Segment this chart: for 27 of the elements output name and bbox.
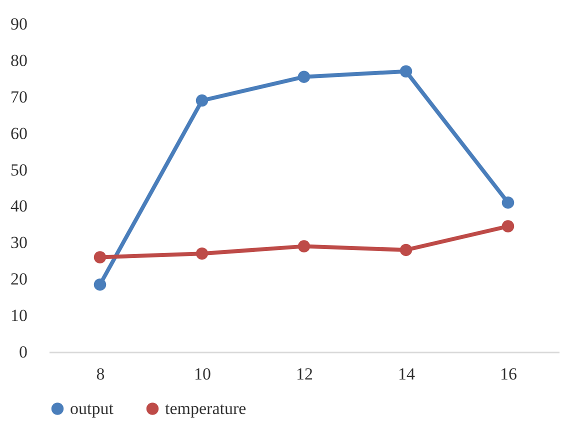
x-tick-label: 8 (96, 364, 105, 384)
point (94, 278, 106, 291)
y-tick-label: 40 (10, 196, 28, 216)
x-tick-label: 14 (398, 364, 416, 384)
x-tick-label: 16 (500, 364, 517, 384)
point (400, 65, 412, 78)
y-tick-label: 10 (10, 306, 28, 326)
point (196, 247, 208, 260)
y-tick-label: 80 (10, 50, 28, 70)
point (400, 244, 412, 256)
point (298, 240, 310, 252)
point (502, 220, 514, 232)
y-tick-label: 30 (10, 233, 28, 252)
legend-label: temperature (165, 398, 246, 418)
y-tick-label: 50 (10, 160, 28, 180)
point (298, 70, 310, 83)
y-tick-label: 90 (10, 14, 28, 34)
x-tick-label: 12 (296, 364, 313, 384)
point (502, 196, 514, 209)
y-tick-label: 20 (10, 270, 28, 289)
y-tick-label: 60 (10, 124, 28, 143)
y-tick-label: 70 (10, 87, 28, 106)
legend-label: output (70, 398, 114, 418)
point (196, 94, 208, 107)
x-tick-label: 10 (194, 364, 211, 384)
point (94, 251, 106, 264)
y-tick-label: 0 (19, 342, 28, 362)
